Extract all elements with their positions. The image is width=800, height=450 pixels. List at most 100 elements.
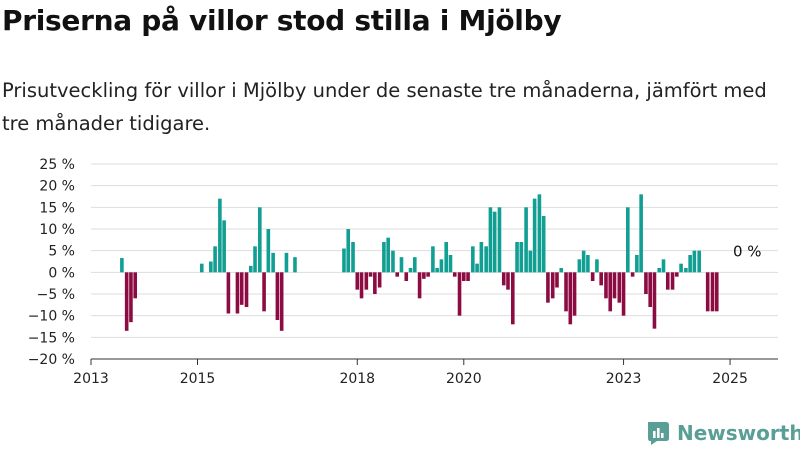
bar [359,272,364,299]
x-tick-label: 2013 [73,371,109,387]
bar [679,263,683,273]
chart-subtitle: Prisutveckling för villor i Mjölby under… [2,79,767,135]
bar [275,272,280,320]
bar [568,272,573,325]
bar [661,259,666,273]
bar [120,258,124,273]
x-axis: 2013 2015 2018 2020 2023 2025 [73,359,748,387]
bar [612,272,617,299]
bar [355,272,360,290]
bar [639,194,643,273]
bar [675,272,679,277]
x-tick-label: 2018 [339,371,375,387]
bar [546,272,550,303]
bar-chart: 25 % 20 % 15 % 10 % 5 % 0 % −5 % −10 % −15 % −20 … [28,157,778,387]
y-tick-label: 5 % [48,244,75,260]
bar [635,255,639,273]
bar [444,242,449,273]
bar [262,272,266,312]
brand-name: Newsworthy [677,421,800,445]
bar [581,250,586,273]
bar [577,259,582,273]
x-tick-label: 2025 [712,371,748,387]
y-axis: 25 % 20 % 15 % 10 % 5 % 0 % −5 % −10 % −15 % −20 … [28,157,75,368]
bar [271,252,275,273]
bar [501,272,506,286]
bar [239,272,244,305]
bar [524,207,528,273]
bar [555,272,559,288]
bar [133,272,137,299]
bar [550,272,555,299]
bar [422,272,426,279]
bar [466,272,470,281]
bar [648,272,652,307]
bar [497,207,502,273]
bar [431,246,435,273]
bar [457,272,462,316]
bar [395,272,400,277]
bar [670,272,675,290]
bar [510,272,515,325]
bar [665,272,670,290]
bar [266,229,271,273]
bar [258,207,262,273]
bar [644,272,648,294]
bar [279,272,284,331]
bar [572,272,577,316]
bar [404,272,409,281]
x-tick-label: 2015 [180,371,216,387]
x-tick-label: 2020 [446,371,482,387]
bar [213,246,217,273]
bar [652,272,657,329]
newsworthy-logo-icon [648,422,669,445]
y-tick-label: −20 % [28,352,75,368]
bar [630,272,635,277]
bar [621,272,626,316]
bar [475,263,479,273]
bar [692,250,697,273]
bar [293,257,297,273]
bar [346,229,351,273]
y-tick-label: −5 % [37,287,75,303]
bar [226,272,231,314]
bar [590,272,595,281]
bar [124,272,129,331]
bar [604,272,608,299]
y-tick-label: 20 % [39,179,75,195]
bar [129,272,133,323]
bar [484,246,488,273]
bar [617,272,622,303]
bar [364,272,369,290]
bar [559,268,564,273]
bar [506,272,510,290]
brand: Newsworthy [645,418,800,448]
bar [488,207,493,273]
bar [515,242,519,273]
bar [595,259,599,273]
chart-title: Priserna på villor stod stilla i Mjölby [2,4,562,37]
bar [541,216,546,273]
y-tick-label: 15 % [39,200,75,216]
bar [386,237,390,273]
bar [688,255,692,273]
bar [657,268,662,273]
y-tick-label: 25 % [39,157,75,173]
bar [209,261,213,273]
bar [435,268,439,273]
bar [248,265,253,273]
y-tick-label: −10 % [28,309,75,325]
bar [439,259,444,273]
last-value-label: 0 % [733,242,762,260]
bar [417,272,422,299]
bar [399,257,404,273]
bar [368,272,373,277]
bar [284,252,289,273]
bar [532,198,537,273]
y-tick-label: 0 % [48,265,75,281]
bar [199,263,204,273]
bar [479,242,484,273]
bar [608,272,613,312]
bar [705,272,710,312]
bar [586,255,590,273]
